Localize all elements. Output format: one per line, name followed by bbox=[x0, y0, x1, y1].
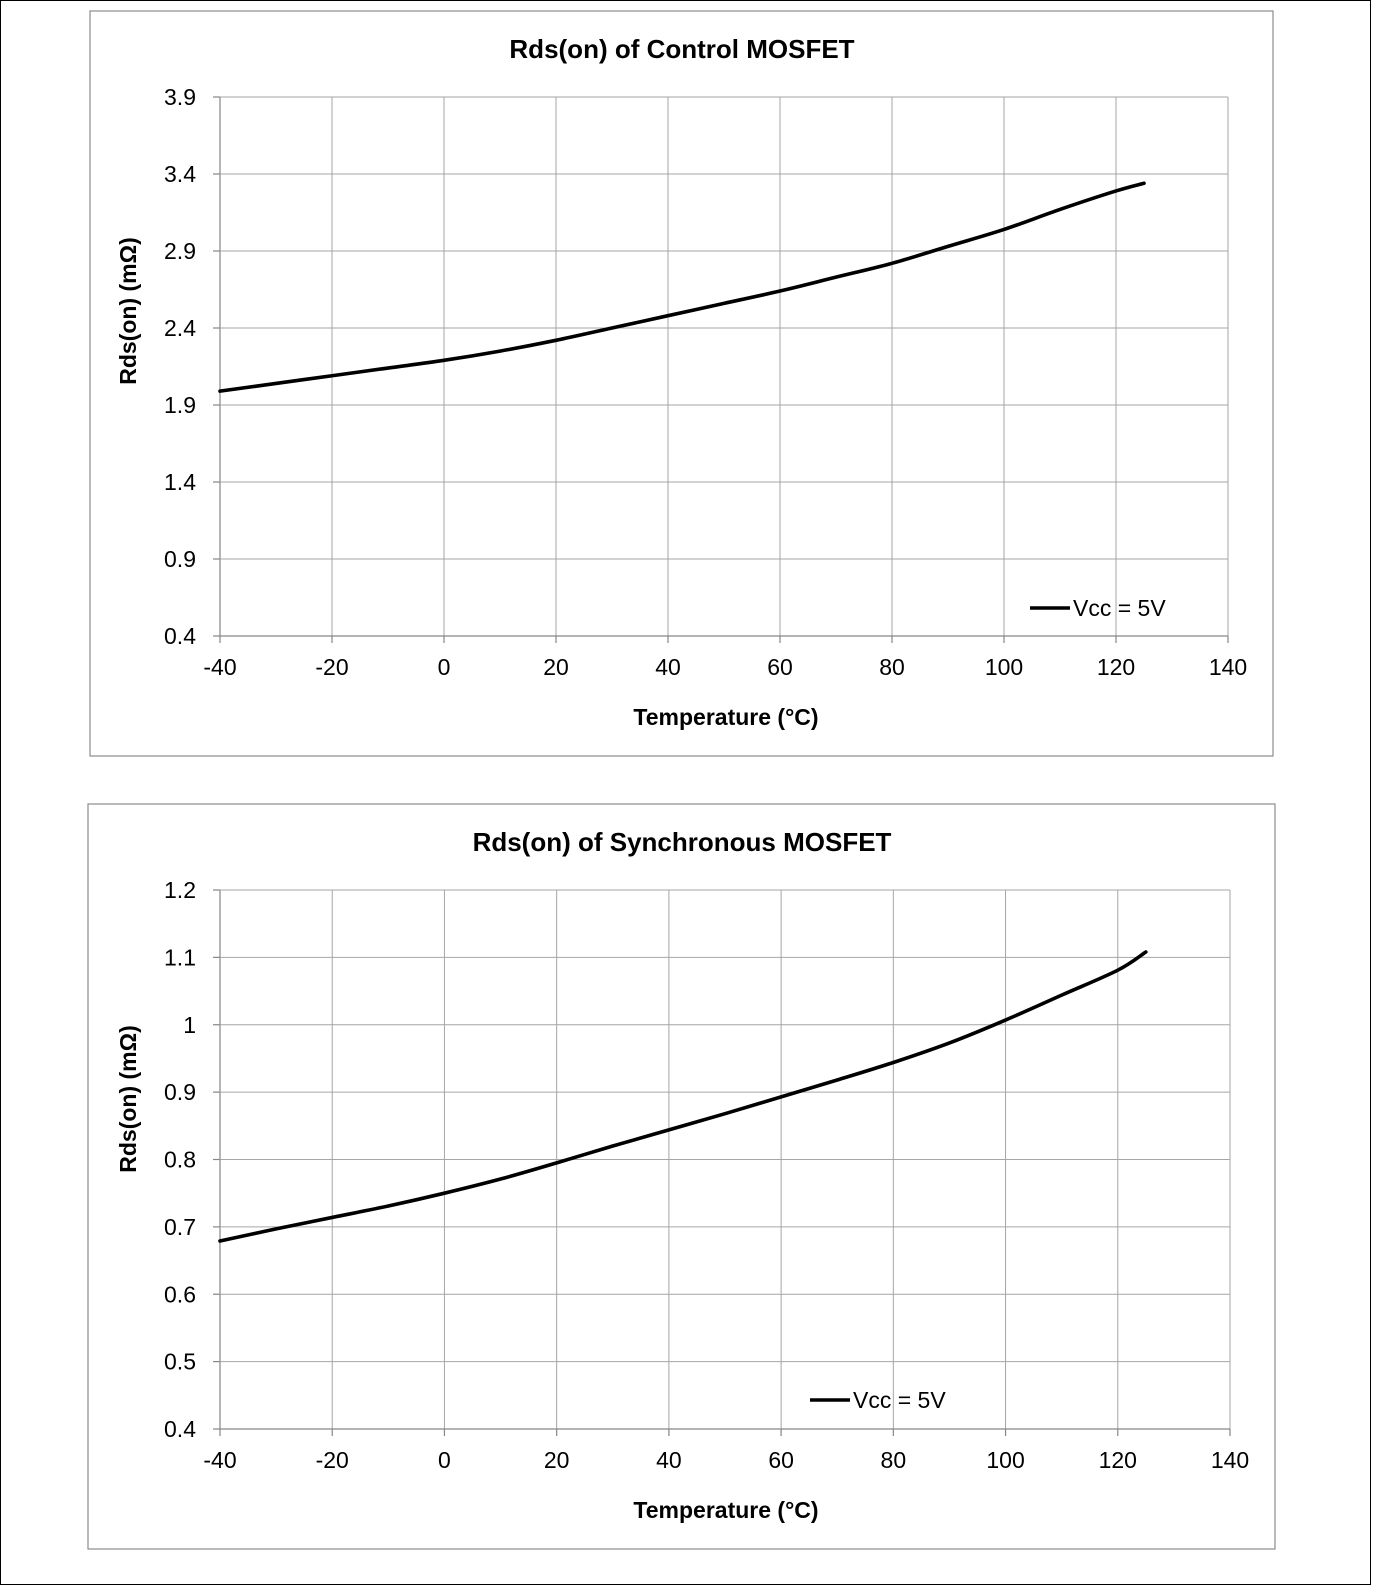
legend-label: Vcc = 5V bbox=[1073, 595, 1166, 621]
x-tick-label: 60 bbox=[768, 1447, 794, 1473]
y-tick-label: 1 bbox=[183, 1012, 196, 1038]
x-tick-label: 80 bbox=[879, 654, 905, 680]
series-line bbox=[218, 950, 1148, 1243]
y-tick-label: 0.7 bbox=[164, 1214, 196, 1240]
legend: Vcc = 5V bbox=[810, 1387, 946, 1413]
y-axis-label: Rds(on) (mΩ) bbox=[115, 237, 141, 384]
tick-labels: -40 -20 0 20 40 60 80 100 120 140 0.4 0.9 1.4 1.9 2.4 2… bbox=[164, 84, 1247, 680]
tick-labels: -40 -20 0 20 40 60 80 100 120 140 0.4 0.5 0.6 0.7 0.8 0… bbox=[164, 877, 1249, 1473]
x-tick-label: 0 bbox=[438, 654, 451, 680]
legend: Vcc = 5V bbox=[1030, 595, 1166, 621]
y-tick-label: 2.9 bbox=[164, 238, 196, 264]
y-tick-label: 0.4 bbox=[164, 623, 196, 649]
synchronous-mosfet-chart: Rds(on) of Synchronous MOSFET -40 -20 0 20 4… bbox=[87, 803, 1276, 1550]
y-tick-label: 1.1 bbox=[164, 944, 196, 970]
y-tick-label: 0.8 bbox=[164, 1147, 196, 1173]
series-line bbox=[218, 181, 1146, 393]
x-axis-label: Temperature (°C) bbox=[633, 1497, 818, 1523]
y-tick-label: 1.4 bbox=[164, 469, 196, 495]
gridlines bbox=[213, 96, 1229, 643]
chart-area-frame bbox=[87, 803, 1276, 1550]
x-tick-label: 80 bbox=[881, 1447, 907, 1473]
x-tick-label: 40 bbox=[655, 654, 681, 680]
chart-title: Rds(on) of Synchronous MOSFET bbox=[473, 827, 892, 857]
y-tick-label: 0.4 bbox=[164, 1416, 196, 1442]
legend-label: Vcc = 5V bbox=[853, 1387, 946, 1413]
x-tick-label: -20 bbox=[316, 1447, 349, 1473]
x-tick-label: -20 bbox=[315, 654, 348, 680]
x-tick-label: 60 bbox=[767, 654, 793, 680]
control-mosfet-chart: Rds(on) of Control MOSFET -40 -20 0 20 40 60 8… bbox=[89, 10, 1274, 757]
y-axis-label: Rds(on) (mΩ) bbox=[115, 1025, 141, 1172]
gridlines bbox=[213, 889, 1231, 1436]
y-tick-label: 0.9 bbox=[164, 1079, 196, 1105]
x-tick-label: 20 bbox=[543, 654, 569, 680]
x-tick-label: 100 bbox=[986, 1447, 1024, 1473]
y-tick-label: 0.9 bbox=[164, 546, 196, 572]
plot-series bbox=[218, 181, 1146, 393]
y-tick-label: 3.9 bbox=[164, 84, 196, 110]
x-tick-label: 0 bbox=[438, 1447, 451, 1473]
x-tick-label: 20 bbox=[544, 1447, 570, 1473]
chart-title: Rds(on) of Control MOSFET bbox=[509, 34, 854, 64]
x-tick-label: 140 bbox=[1209, 654, 1247, 680]
plot-series bbox=[218, 950, 1148, 1243]
x-tick-label: -40 bbox=[203, 654, 236, 680]
y-tick-label: 2.4 bbox=[164, 315, 196, 341]
x-tick-label: 120 bbox=[1097, 654, 1135, 680]
y-tick-label: 1.9 bbox=[164, 392, 196, 418]
x-tick-label: 40 bbox=[656, 1447, 682, 1473]
x-tick-label: 120 bbox=[1099, 1447, 1137, 1473]
x-axis-label: Temperature (°C) bbox=[633, 704, 818, 730]
y-tick-label: 0.5 bbox=[164, 1349, 196, 1375]
y-tick-label: 0.6 bbox=[164, 1281, 196, 1307]
x-tick-label: 140 bbox=[1211, 1447, 1249, 1473]
x-tick-label: -40 bbox=[203, 1447, 236, 1473]
y-tick-label: 3.4 bbox=[164, 161, 196, 187]
x-tick-label: 100 bbox=[985, 654, 1023, 680]
y-tick-label: 1.2 bbox=[164, 877, 196, 903]
